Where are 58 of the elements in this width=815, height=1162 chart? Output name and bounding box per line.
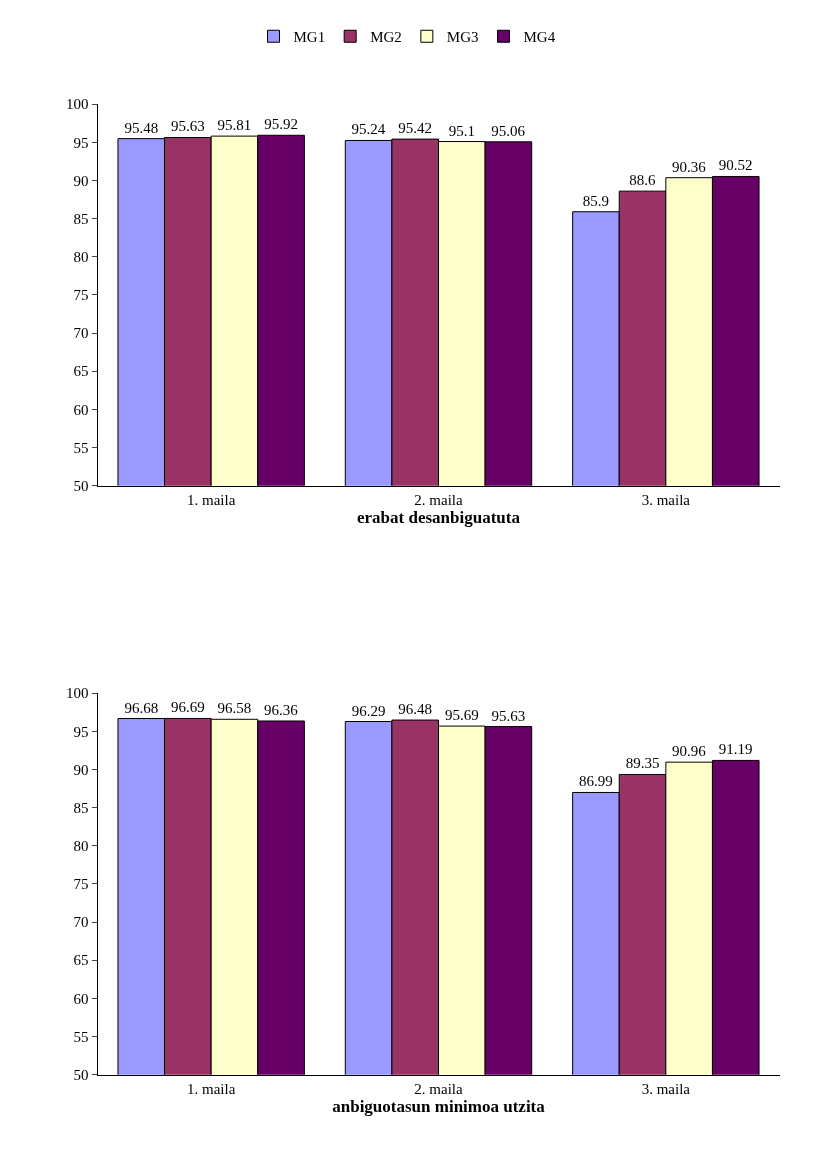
y-tick-label: 95 (73, 134, 89, 151)
x-tick-label: 3. maila (641, 1080, 691, 1097)
data-label: 95.48 (124, 119, 159, 136)
y-tick-label: 100 (66, 685, 89, 702)
data-label: 85.9 (582, 192, 610, 209)
data-label: 86.99 (579, 773, 613, 790)
y-tick-label: 90 (73, 761, 89, 778)
x-axis-title: anbiguotasun minimoa utzita (332, 1096, 546, 1116)
y-tick-label: 85 (73, 799, 89, 816)
data-label: 96.69 (170, 699, 205, 716)
x-tick-label: 3. maila (641, 491, 691, 508)
data-label: 96.29 (351, 702, 386, 719)
data-label: 88.6 (629, 172, 656, 189)
data-label: 95.69 (444, 707, 479, 724)
data-label: 90.52 (718, 157, 753, 174)
data-label: 95.42 (398, 120, 433, 137)
x-tick-label: 1. maila (187, 1080, 236, 1097)
data-label: 96.48 (398, 701, 433, 718)
legend-label: MG2 (370, 29, 402, 46)
y-tick-label: 70 (73, 325, 89, 342)
data-label: 95.24 (351, 121, 386, 138)
data-label: 96.68 (124, 699, 159, 716)
y-tick-label: 80 (73, 248, 89, 265)
y-tick-label: 75 (73, 876, 89, 893)
data-label: 90.36 (672, 158, 707, 175)
y-tick-label: 90 (73, 172, 89, 189)
data-label: 91.19 (718, 741, 753, 758)
x-axis-title: erabat desanbiguatuta (357, 507, 521, 527)
legend-label: MG4 (523, 29, 556, 46)
data-label: 95.06 (491, 122, 526, 139)
data-label: 95.92 (264, 116, 298, 133)
data-label: 95.63 (491, 707, 526, 724)
y-tick-label: 100 (66, 96, 89, 113)
data-label: 95.63 (170, 118, 205, 135)
y-tick-label: 95 (73, 723, 89, 740)
data-label: 89.35 (625, 755, 660, 772)
data-label: 96.58 (217, 700, 252, 717)
y-tick-label: 65 (73, 363, 89, 380)
data-label: 95.1 (448, 122, 475, 139)
y-tick-label: 60 (73, 990, 89, 1007)
x-tick-label: 2. maila (414, 1080, 463, 1097)
y-tick-label: 65 (73, 952, 89, 969)
y-tick-label: 75 (73, 287, 89, 304)
data-label: 96.36 (263, 701, 299, 718)
y-tick-label: 55 (73, 439, 89, 456)
y-tick-label: 60 (73, 401, 89, 418)
legend-label: MG3 (446, 29, 479, 46)
y-tick-label: 80 (73, 838, 89, 855)
y-tick-label: 50 (73, 1066, 89, 1083)
data-label: 95.81 (217, 117, 252, 134)
y-tick-label: 55 (73, 1028, 89, 1045)
data-label: 90.96 (672, 743, 707, 760)
y-tick-label: 70 (73, 914, 89, 931)
legend-label: MG1 (293, 29, 326, 46)
y-tick-label: 50 (73, 477, 89, 494)
y-tick-label: 85 (73, 210, 89, 227)
x-tick-label: 1. maila (187, 491, 236, 508)
x-tick-label: 2. maila (414, 491, 463, 508)
